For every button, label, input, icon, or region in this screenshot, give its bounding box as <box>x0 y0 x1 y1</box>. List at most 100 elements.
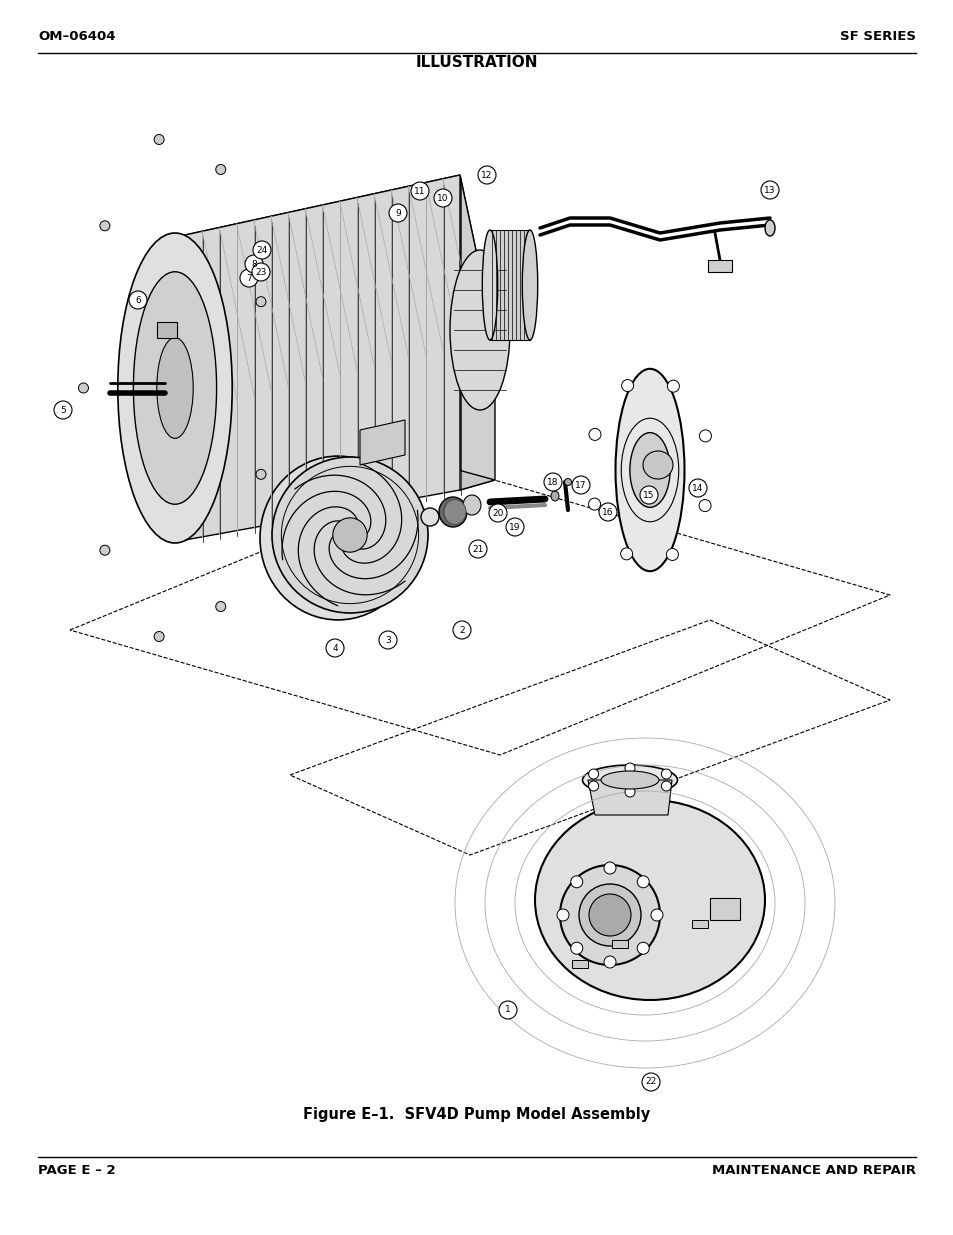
FancyBboxPatch shape <box>709 898 740 920</box>
Polygon shape <box>185 175 459 540</box>
Text: 6: 6 <box>135 295 141 305</box>
Circle shape <box>660 781 671 790</box>
Text: 18: 18 <box>547 478 558 487</box>
Text: PAGE E – 2: PAGE E – 2 <box>38 1165 115 1177</box>
Circle shape <box>333 517 367 552</box>
Text: 10: 10 <box>436 194 448 203</box>
Circle shape <box>688 479 706 496</box>
Circle shape <box>215 601 226 611</box>
Circle shape <box>253 241 271 259</box>
Circle shape <box>215 164 226 174</box>
Ellipse shape <box>462 495 480 515</box>
Text: 15: 15 <box>642 490 654 499</box>
Ellipse shape <box>629 432 669 508</box>
Polygon shape <box>185 175 495 405</box>
Circle shape <box>603 862 616 874</box>
Ellipse shape <box>642 451 672 479</box>
Ellipse shape <box>582 764 677 795</box>
Ellipse shape <box>600 771 659 789</box>
Ellipse shape <box>443 499 465 525</box>
Text: 2: 2 <box>458 625 464 635</box>
Text: 20: 20 <box>492 509 503 517</box>
Circle shape <box>621 379 633 391</box>
Circle shape <box>543 473 561 492</box>
Circle shape <box>326 638 344 657</box>
Circle shape <box>100 221 110 231</box>
Circle shape <box>411 182 429 200</box>
Circle shape <box>760 182 779 199</box>
Circle shape <box>570 942 582 955</box>
Circle shape <box>489 504 506 522</box>
Ellipse shape <box>588 894 630 936</box>
Ellipse shape <box>156 337 193 438</box>
Circle shape <box>78 383 89 393</box>
Circle shape <box>245 254 263 273</box>
Ellipse shape <box>450 249 510 410</box>
FancyBboxPatch shape <box>572 960 587 968</box>
Text: 23: 23 <box>255 268 267 277</box>
Text: 22: 22 <box>644 1077 656 1087</box>
Ellipse shape <box>559 864 659 965</box>
Text: 16: 16 <box>601 508 613 516</box>
Text: 14: 14 <box>692 483 703 493</box>
Circle shape <box>588 498 600 510</box>
Ellipse shape <box>564 478 571 485</box>
FancyBboxPatch shape <box>157 322 177 338</box>
Text: ILLUSTRATION: ILLUSTRATION <box>416 56 537 70</box>
Ellipse shape <box>578 884 640 946</box>
Circle shape <box>699 500 710 511</box>
Circle shape <box>498 1002 517 1019</box>
Text: 5: 5 <box>60 405 66 415</box>
Text: 11: 11 <box>414 186 425 195</box>
Circle shape <box>154 135 164 144</box>
Circle shape <box>505 517 523 536</box>
Ellipse shape <box>535 800 764 1000</box>
Circle shape <box>699 430 711 442</box>
Circle shape <box>557 909 568 921</box>
Text: 3: 3 <box>385 636 391 645</box>
Circle shape <box>624 787 635 797</box>
Circle shape <box>240 269 257 287</box>
Circle shape <box>54 401 71 419</box>
Polygon shape <box>587 781 671 815</box>
Circle shape <box>624 763 635 773</box>
Ellipse shape <box>615 369 684 572</box>
Text: 13: 13 <box>763 185 775 194</box>
Circle shape <box>434 189 452 207</box>
Text: 21: 21 <box>472 545 483 553</box>
Circle shape <box>477 165 496 184</box>
Polygon shape <box>459 175 495 490</box>
Circle shape <box>588 429 600 441</box>
Circle shape <box>154 631 164 641</box>
Circle shape <box>255 469 266 479</box>
Circle shape <box>637 876 649 888</box>
Circle shape <box>588 781 598 790</box>
Text: 19: 19 <box>509 522 520 531</box>
Ellipse shape <box>420 508 438 526</box>
Circle shape <box>667 380 679 393</box>
Ellipse shape <box>764 220 774 236</box>
Circle shape <box>641 1073 659 1091</box>
Ellipse shape <box>133 272 216 504</box>
Text: 8: 8 <box>251 259 256 268</box>
Text: 4: 4 <box>332 643 337 652</box>
Text: 24: 24 <box>256 246 268 254</box>
Ellipse shape <box>482 230 497 340</box>
Polygon shape <box>185 405 495 490</box>
Polygon shape <box>359 420 405 466</box>
Circle shape <box>100 545 110 556</box>
Circle shape <box>637 942 649 955</box>
Text: Figure E–1.  SFV4D Pump Model Assembly: Figure E–1. SFV4D Pump Model Assembly <box>303 1107 650 1123</box>
Circle shape <box>603 956 616 968</box>
Circle shape <box>378 631 396 650</box>
Text: 12: 12 <box>481 170 492 179</box>
Circle shape <box>389 204 407 222</box>
Text: 7: 7 <box>246 273 252 283</box>
Circle shape <box>660 769 671 779</box>
Circle shape <box>469 540 486 558</box>
FancyBboxPatch shape <box>612 940 627 948</box>
Text: MAINTENANCE AND REPAIR: MAINTENANCE AND REPAIR <box>711 1165 915 1177</box>
Text: SF SERIES: SF SERIES <box>840 30 915 43</box>
Circle shape <box>129 291 147 309</box>
Circle shape <box>666 548 678 561</box>
